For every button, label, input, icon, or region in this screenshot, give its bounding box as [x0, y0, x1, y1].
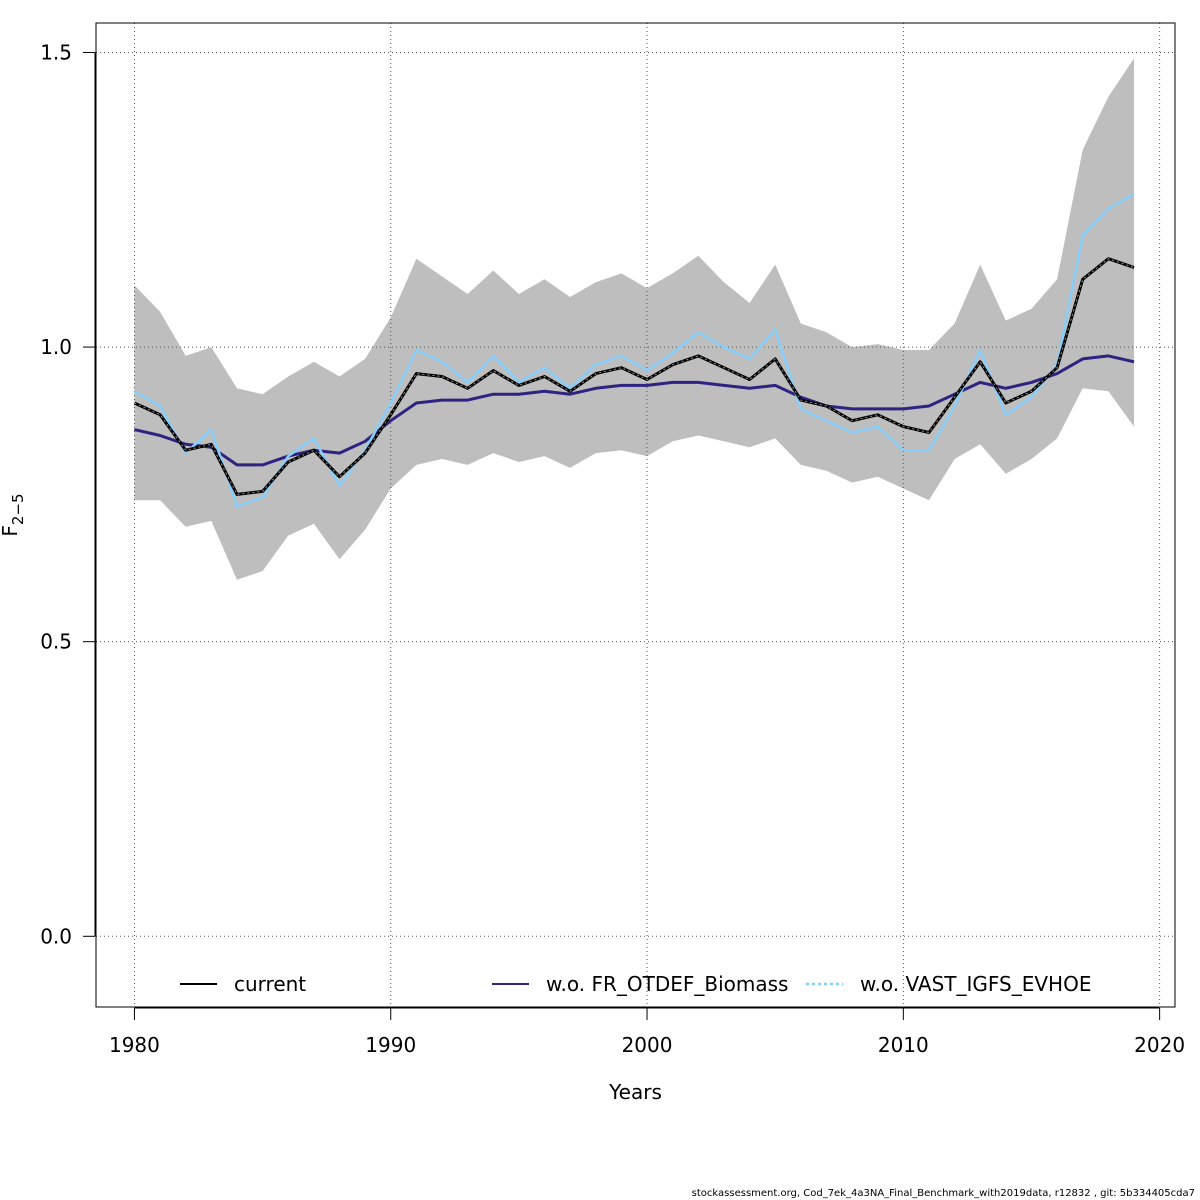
legend-item: w.o. FR_OTDEF_Biomass	[492, 972, 788, 996]
y-axis-title-subscript: 2−5	[9, 493, 27, 525]
x-tick-label: 1990	[365, 1033, 416, 1057]
series-line-fr-otdef-biomass	[134, 354, 1135, 467]
x-tick-label: 2020	[1134, 1033, 1185, 1057]
y-axis-title: F2−5	[0, 493, 27, 536]
plot-frame	[95, 22, 1176, 1008]
x-axis-title: Years	[608, 1080, 662, 1104]
x-tick-label: 2010	[878, 1033, 929, 1057]
grid-layer	[96, 23, 1175, 1007]
legend-label: w.o. FR_OTDEF_Biomass	[546, 972, 788, 996]
y-tick-label: 0.0	[40, 924, 72, 948]
y-tick-label: 0.5	[40, 630, 72, 654]
y-tick-label: 1.0	[40, 335, 72, 359]
x-tick-label: 1980	[109, 1033, 160, 1057]
y-axis-title-main: F	[0, 525, 22, 537]
legend-item: current	[180, 972, 306, 996]
x-axis: 1980 1990 2000 2010 2020	[109, 1007, 1185, 1057]
y-tick-label: 1.5	[40, 40, 72, 64]
x-tick-label: 2000	[622, 1033, 673, 1057]
legend-label: w.o. VAST_IGFS_EVHOE	[860, 972, 1091, 996]
legend-label: current	[234, 972, 306, 996]
y-axis: 0.0 0.5 1.0 1.5	[40, 40, 96, 948]
series-layer	[133, 192, 1135, 508]
confidence-band	[134, 58, 1134, 580]
footer-credit: stockassessment.org, Cod_7ek_4a3NA_Final…	[692, 1188, 1195, 1199]
series-line-current-overlay	[134, 258, 1135, 495]
legend-item: w.o. VAST_IGFS_EVHOE	[806, 972, 1091, 996]
confidence-band-layer	[134, 58, 1134, 580]
legend: current w.o. FR_OTDEF_Biomass w.o. VAST_IG…	[180, 972, 1091, 996]
